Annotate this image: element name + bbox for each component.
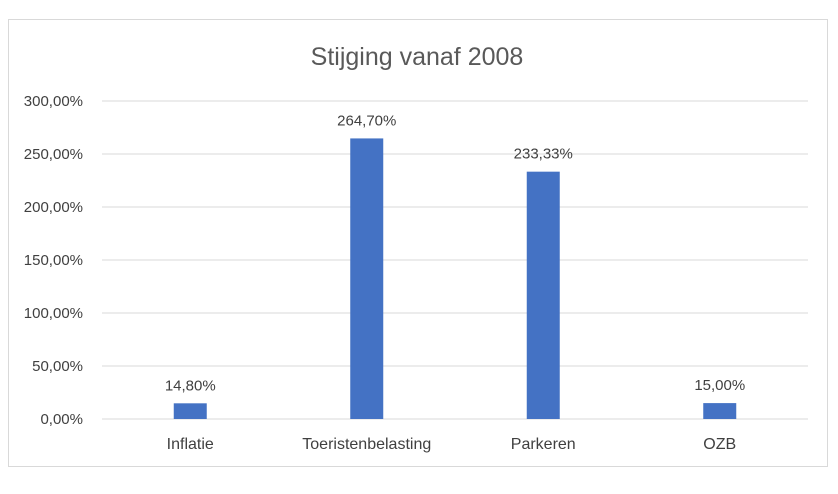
bar xyxy=(350,138,384,419)
y-axis-ticks: 0,00% 50,00% 100,00% 150,00% 200,00% 250,00% 3… xyxy=(24,93,83,428)
category-label: OZB xyxy=(703,436,736,453)
bar xyxy=(173,403,207,419)
y-tick-label: 250,00% xyxy=(24,146,83,163)
y-tick-label: 50,00% xyxy=(32,358,83,375)
y-tick-label: 300,00% xyxy=(24,93,83,110)
chart-frame xyxy=(8,19,828,467)
data-label: 233,33% xyxy=(514,146,573,163)
category-label: Parkeren xyxy=(511,436,576,453)
category-label: Toeristenbelasting xyxy=(302,436,431,453)
bar xyxy=(526,171,560,419)
x-axis-categories: Inflatie Toeristenbelasting Parkeren OZB xyxy=(167,436,737,453)
y-tick-label: 0,00% xyxy=(40,411,83,428)
data-label: 264,70% xyxy=(337,112,396,129)
y-tick-label: 150,00% xyxy=(24,252,83,269)
data-labels: 14,80% 264,70% 233,33% 15,00% xyxy=(165,112,745,394)
chart-title: Stijging vanaf 2008 xyxy=(311,43,524,71)
bar xyxy=(703,403,737,419)
data-label: 15,00% xyxy=(694,377,745,394)
y-tick-label: 200,00% xyxy=(24,199,83,216)
category-label: Inflatie xyxy=(167,436,214,453)
bars xyxy=(173,138,737,419)
y-tick-label: 100,00% xyxy=(24,305,83,322)
gridlines xyxy=(102,100,808,420)
data-label: 14,80% xyxy=(165,377,216,394)
